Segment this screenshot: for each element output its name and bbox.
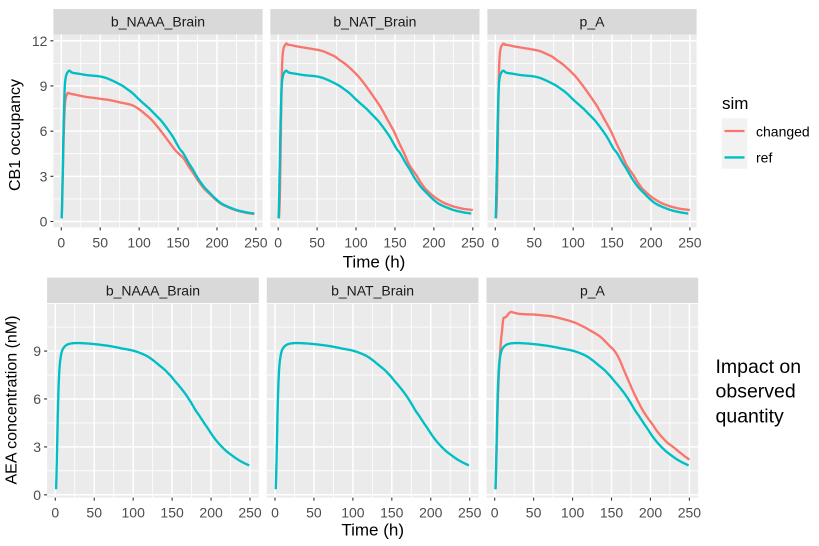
svg-text:12: 12 xyxy=(32,33,48,49)
svg-text:200: 200 xyxy=(639,235,663,251)
svg-text:ref: ref xyxy=(756,149,772,165)
svg-text:0: 0 xyxy=(33,487,41,503)
svg-text:observed: observed xyxy=(716,381,796,403)
svg-text:9: 9 xyxy=(33,343,41,359)
svg-text:100: 100 xyxy=(344,235,368,251)
svg-text:150: 150 xyxy=(600,235,624,251)
svg-text:100: 100 xyxy=(561,505,585,521)
svg-text:0: 0 xyxy=(57,235,65,251)
svg-text:250: 250 xyxy=(238,505,262,521)
svg-text:b_NAT_Brain: b_NAT_Brain xyxy=(333,14,416,30)
svg-text:b_NAAA_Brain: b_NAAA_Brain xyxy=(106,283,200,299)
svg-text:200: 200 xyxy=(639,505,663,521)
svg-text:0: 0 xyxy=(491,235,499,251)
svg-text:changed: changed xyxy=(756,124,810,140)
svg-text:6: 6 xyxy=(33,391,41,407)
svg-text:50: 50 xyxy=(526,505,542,521)
svg-text:200: 200 xyxy=(419,505,443,521)
svg-text:0: 0 xyxy=(274,235,282,251)
svg-text:150: 150 xyxy=(160,505,184,521)
svg-text:250: 250 xyxy=(458,505,482,521)
svg-text:250: 250 xyxy=(244,235,268,251)
svg-text:6: 6 xyxy=(40,123,48,139)
svg-text:quantity: quantity xyxy=(716,405,785,427)
svg-text:50: 50 xyxy=(309,235,325,251)
svg-text:100: 100 xyxy=(127,235,151,251)
svg-text:0: 0 xyxy=(271,505,279,521)
svg-text:0: 0 xyxy=(491,505,499,521)
svg-text:200: 200 xyxy=(199,505,223,521)
svg-text:100: 100 xyxy=(341,505,365,521)
svg-text:3: 3 xyxy=(33,439,41,455)
svg-text:50: 50 xyxy=(526,235,542,251)
svg-text:250: 250 xyxy=(461,235,485,251)
svg-text:200: 200 xyxy=(205,235,229,251)
svg-text:p_A: p_A xyxy=(580,14,606,30)
svg-text:0: 0 xyxy=(40,214,48,230)
svg-text:AEA concentration (nM): AEA concentration (nM) xyxy=(4,316,21,485)
svg-text:b_NAAA_Brain: b_NAAA_Brain xyxy=(111,14,205,30)
svg-text:100: 100 xyxy=(561,235,585,251)
svg-text:250: 250 xyxy=(678,235,702,251)
svg-text:Time (h): Time (h) xyxy=(341,521,404,540)
svg-text:p_A: p_A xyxy=(580,283,606,299)
svg-text:150: 150 xyxy=(166,235,190,251)
svg-text:3: 3 xyxy=(40,168,48,184)
svg-text:150: 150 xyxy=(383,235,407,251)
svg-text:50: 50 xyxy=(86,505,102,521)
svg-text:150: 150 xyxy=(600,505,624,521)
svg-text:150: 150 xyxy=(380,505,404,521)
svg-text:50: 50 xyxy=(92,235,108,251)
svg-text:sim: sim xyxy=(722,94,748,113)
svg-text:100: 100 xyxy=(122,505,146,521)
svg-text:CB1 occupancy: CB1 occupancy xyxy=(7,79,24,191)
svg-text:b_NAT_Brain: b_NAT_Brain xyxy=(331,283,414,299)
svg-text:9: 9 xyxy=(40,78,48,94)
svg-text:Time (h): Time (h) xyxy=(343,253,406,272)
svg-text:50: 50 xyxy=(306,505,322,521)
svg-text:200: 200 xyxy=(422,235,446,251)
svg-text:0: 0 xyxy=(51,505,59,521)
svg-text:250: 250 xyxy=(678,505,702,521)
svg-text:Impact on: Impact on xyxy=(716,356,802,378)
